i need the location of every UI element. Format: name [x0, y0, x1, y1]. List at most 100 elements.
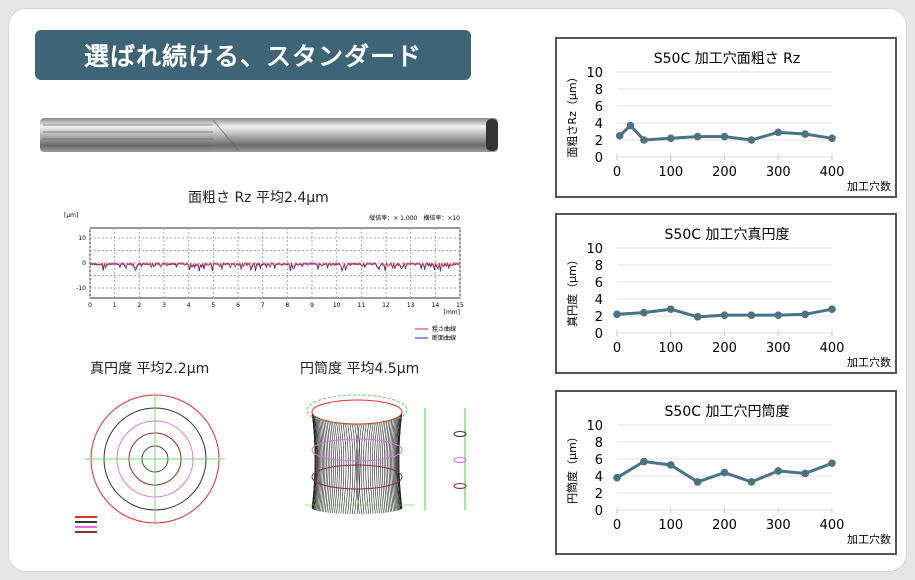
x-tick-label: 300 — [766, 518, 791, 533]
data-point — [666, 305, 675, 313]
x-tick-label: 2 — [137, 302, 141, 309]
data-point — [693, 478, 702, 486]
y-tick-label: 10 — [586, 419, 603, 434]
x-tick-label: 4 — [187, 302, 191, 309]
roughness-unit: [μm] — [64, 212, 78, 219]
y-tick-label: 10 — [586, 242, 603, 257]
x-tick-label: 12 — [382, 302, 390, 309]
y-tick-label: 4 — [595, 293, 603, 308]
x-tick-label: 200 — [712, 165, 737, 180]
y-tick-label: 0 — [595, 504, 603, 519]
data-point — [640, 457, 648, 466]
data-point — [615, 131, 624, 140]
data-point — [640, 136, 648, 144]
data-point — [666, 134, 675, 143]
y-tick-label: 0 — [595, 327, 603, 342]
reamer-image — [40, 118, 498, 152]
x-tick-label: 400 — [820, 165, 845, 180]
x-tick-label: 0 — [613, 341, 621, 356]
data-point — [828, 134, 836, 143]
y-tick-label: 8 — [595, 83, 603, 98]
x-tick-label: 200 — [712, 518, 737, 533]
x-tick-label: 13 — [407, 302, 415, 309]
data-point — [828, 459, 836, 468]
x-tick-label: 0 — [613, 165, 621, 180]
roughness-graph: [μm] 縦倍率：× 1,000 横倍率：×10 0 1 2 3 4 5 6 7 8 9 10 11 1… — [64, 212, 464, 342]
data-point — [801, 469, 809, 478]
x-tick-label: 11 — [358, 302, 366, 309]
x-tick-label: 100 — [658, 165, 683, 180]
data-point — [626, 121, 635, 130]
y-tick-label: 10 — [78, 235, 86, 242]
y-axis-label: 真円度（μm） — [565, 254, 579, 327]
banner-title: 選ばれ続ける、スタンダード — [35, 30, 471, 80]
x-tick-label: 8 — [285, 302, 289, 309]
y-tick-label: 2 — [595, 310, 603, 325]
data-point — [613, 310, 621, 319]
data-point — [720, 311, 729, 319]
data-point — [720, 468, 729, 477]
y-tick-label: 0 — [595, 151, 603, 166]
roundness-plot — [75, 393, 225, 533]
x-tick-label: 300 — [766, 165, 791, 180]
chart-roundness: S50C 加工穴真円度 0 2 4 6 8 10 0 100 200 300 400 加工穴数 真円度（μ… — [555, 213, 897, 374]
data-point — [720, 132, 729, 141]
data-point — [666, 461, 675, 469]
x-tick-label: 0 — [88, 302, 92, 309]
x-tick-label: 100 — [658, 341, 683, 356]
roundness-title: 真円度 平均2.2μm — [90, 361, 210, 377]
y-tick-label: 4 — [595, 117, 603, 132]
data-point — [774, 128, 783, 137]
x-tick-label: 6 — [236, 302, 240, 309]
data-point — [747, 136, 756, 144]
x-axis-label: 加工穴数 — [847, 179, 891, 193]
x-tick-label: 400 — [820, 341, 845, 356]
data-point — [801, 130, 809, 138]
y-tick-label: 6 — [595, 276, 603, 291]
data-point — [828, 305, 836, 313]
x-tick-label: 300 — [766, 341, 791, 356]
y-tick-label: 2 — [595, 487, 603, 502]
chart-roughness: S50C 加工穴面粗さ Rz 0 2 4 6 8 10 0 100 200 300 400 加工穴数 面粗… — [555, 37, 897, 198]
cylindricity-plot — [305, 394, 467, 515]
data-point — [747, 478, 756, 486]
data-point — [640, 308, 648, 317]
x-tick-label: 5 — [211, 302, 215, 309]
roughness-magnification: 縦倍率：× 1,000 横倍率：×10 — [369, 214, 460, 222]
data-point — [747, 311, 756, 319]
data-point — [774, 467, 783, 475]
data-point — [801, 310, 809, 319]
x-tick-label: 14 — [432, 302, 440, 309]
x-tick-label: 400 — [820, 518, 845, 533]
y-tick-label: 6 — [595, 453, 603, 468]
x-tick-label: 3 — [162, 302, 166, 309]
y-tick-label: 4 — [595, 470, 603, 485]
legend-roughness: 粗さ曲線 — [432, 325, 456, 333]
x-axis-label: 加工穴数 — [847, 355, 891, 369]
x-tick-label: 100 — [658, 518, 683, 533]
y-tick-label: 8 — [595, 436, 603, 451]
chart-title: S50C 加工穴面粗さ Rz — [654, 51, 800, 67]
y-tick-label: -10 — [76, 285, 86, 292]
roughness-x-unit: [mm] — [444, 309, 460, 316]
data-point — [774, 311, 783, 319]
data-point — [693, 313, 702, 321]
x-tick-label: 200 — [712, 341, 737, 356]
x-axis-label: 加工穴数 — [847, 532, 891, 546]
x-tick-label: 1 — [113, 302, 117, 309]
data-point — [613, 473, 621, 482]
chart-title: S50C 加工穴真円度 — [665, 227, 790, 243]
y-axis-label: 面粗さRz（μm） — [566, 71, 579, 157]
legend-profile: 断面曲線 — [432, 334, 456, 342]
x-tick-label: 9 — [310, 302, 314, 309]
x-tick-label: 7 — [261, 302, 265, 309]
x-tick-label: 10 — [333, 302, 341, 309]
series-line — [618, 123, 833, 142]
y-tick-label: 10 — [586, 66, 603, 81]
data-point — [693, 132, 702, 141]
cylindricity-title: 円筒度 平均4.5μm — [300, 361, 420, 377]
y-tick-label: 6 — [595, 100, 603, 115]
y-axis-label: 円筒度（μm） — [565, 431, 579, 504]
x-tick-label: 0 — [613, 518, 621, 533]
x-tick-label: 15 — [456, 302, 464, 309]
